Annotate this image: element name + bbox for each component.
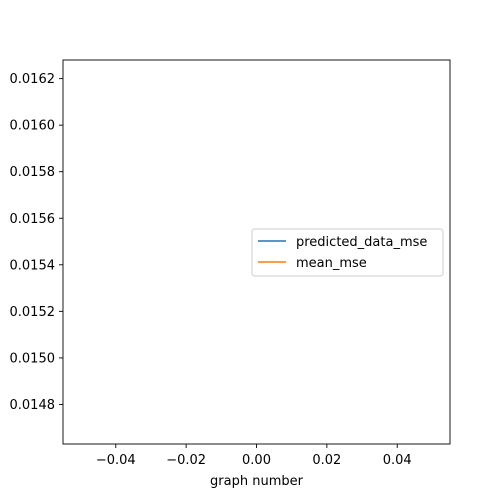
legend: predicted_data_mse mean_mse [251,228,444,277]
y-tick-label: 0.0152 [10,305,56,320]
legend-label: mean_mse [296,256,367,271]
y-tick-label: 0.0162 [10,72,56,87]
legend-label: predicted_data_mse [296,235,427,250]
y-tick-label: 0.0156 [10,212,56,227]
y-tick-label: 0.0158 [10,165,56,180]
x-tick-label: 0.02 [312,453,341,468]
y-axis: 0.0148 0.0150 0.0152 0.0154 0.0156 0.0158 0.01… [10,72,63,413]
y-tick-label: 0.0154 [10,258,56,273]
x-tick-label: 0.00 [242,453,271,468]
x-tick-label: −0.04 [96,453,136,468]
y-tick-label: 0.0150 [10,351,56,366]
x-axis: −0.04 −0.02 0.00 0.02 0.04 [96,444,412,468]
y-tick-label: 0.0148 [10,398,56,413]
x-axis-label: graph number [210,474,304,489]
y-tick-label: 0.0160 [10,119,56,134]
x-tick-label: −0.02 [166,453,206,468]
legend-box [251,228,444,277]
x-tick-label: 0.04 [383,453,412,468]
